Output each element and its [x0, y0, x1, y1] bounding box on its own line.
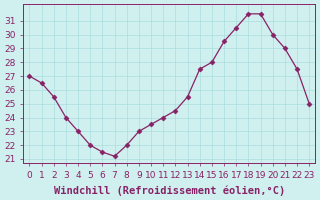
X-axis label: Windchill (Refroidissement éolien,°C): Windchill (Refroidissement éolien,°C): [54, 185, 285, 196]
